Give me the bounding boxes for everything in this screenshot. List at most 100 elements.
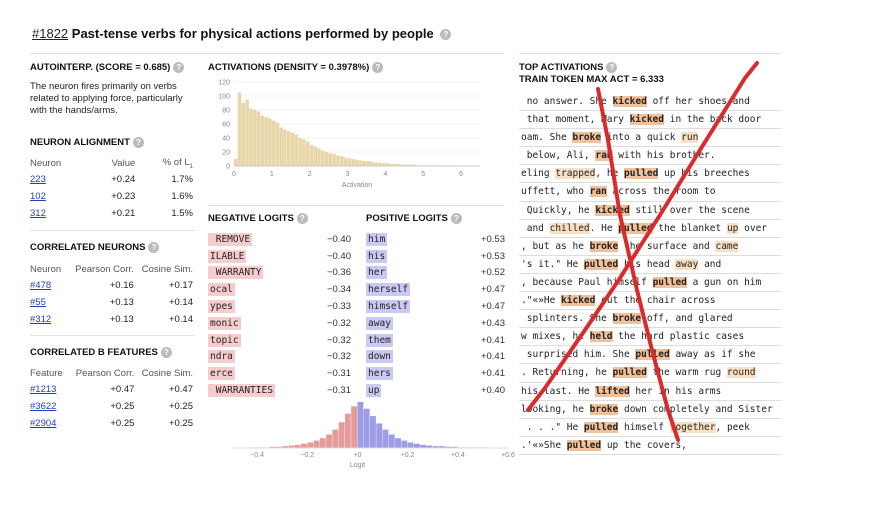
logit-row: his +0.53 [366,248,505,265]
help-icon[interactable]: ? [160,347,172,358]
logit-row: erce −0.31 [208,365,351,382]
highlighted-token: ran [589,186,607,198]
help-icon[interactable]: ? [372,62,384,73]
context-text: . Returning, he [521,367,613,379]
context-text: below, Ali, [521,150,596,162]
histogram-bar [275,446,282,448]
logit-row: ypes −0.33 [208,298,351,315]
logit-row: REMOVE −0.40 [208,231,351,248]
histogram-bar [366,161,370,166]
x-tick-label: 6 [459,171,463,178]
logit-value: +0.41 [480,368,505,380]
activation-example: , because Paul himself pulled a gun on h… [519,274,781,293]
feature-link[interactable]: #2904 [30,418,57,429]
correlated-b-table: Feature Pearson Corr. Cosine Sim. #1213 … [30,365,193,432]
logit-histogram: −0.4 −0.2 +0 +0.2 +0.4 +0.6 Logit [232,402,515,469]
correlated-neurons-heading: CORRELATED NEURONS? [30,242,160,253]
activation-example: surprised him. She pulled away as if she [519,346,781,365]
context-text: down completely and Sister [618,403,773,415]
highlighted-token: broke [612,313,642,325]
context-text: no answer. She [521,96,613,107]
context-text: , but as he [521,240,590,252]
logit-value: −0.40 [326,250,351,262]
x-tick-label: 0 [232,171,236,178]
table-row: #55 +0.13 +0.14 [30,294,193,311]
histogram-bar [362,161,367,166]
highlighted-token: held [589,331,613,343]
context-text: still over the scene [629,204,750,216]
col-header: Pearson Corr. [75,367,135,379]
help-icon[interactable]: ? [440,29,452,41]
highlighted-token: kicked [629,114,664,126]
context-text: and [698,258,722,270]
neuron-link[interactable]: 223 [30,174,46,185]
context-text: himself [618,421,670,433]
highlighted-token: round [726,367,756,379]
histogram-bar [432,446,439,448]
context-text: his head [618,258,676,270]
histogram-bar [282,446,289,448]
histogram-bar [344,413,351,448]
divider [30,335,195,336]
logit-token: monic [208,316,241,330]
histogram-bar [400,164,405,166]
histogram-bar [357,402,364,448]
neuron-link[interactable]: #55 [30,297,46,308]
activation-example: and chilled. He pulled the blanket up ov… [519,220,781,238]
context-text: the warm rug [646,367,727,379]
neuron-link[interactable]: 102 [30,191,46,202]
context-text: , peek [715,421,750,433]
context-text: surprised him. She [521,349,636,361]
histogram-bar [286,131,291,166]
highlighted-token: broke [589,240,619,252]
table-header-row: Neuron Value % of L1 [30,155,193,171]
x-tick-label: +0.2 [401,452,415,459]
feature-id-link[interactable]: #1822 [32,26,69,41]
pearson-cell: +0.25 [110,401,135,412]
logit-row: WARRANTY −0.36 [208,265,351,282]
help-icon[interactable]: ? [173,62,185,73]
logit-token: himself [366,300,411,314]
histogram-bar [374,162,378,166]
neuron-link[interactable]: #478 [30,280,52,291]
histogram-bar [363,408,370,448]
logit-value: +0.47 [480,284,505,296]
histogram-bar [388,434,395,448]
neuron-link[interactable]: 312 [30,208,46,219]
logit-value: +0.53 [480,250,505,262]
highlighted-token: together [669,421,716,433]
help-icon[interactable]: ? [132,137,144,148]
activation-example: w mixes, he held the hard plastic cases [519,328,781,347]
histogram-bar [260,115,264,166]
activations-histogram: 0 20 40 60 80 100 120 0 1 2 3 4 5 6 Activation [218,80,480,189]
help-icon[interactable]: ? [606,62,618,73]
histogram-bar [370,161,374,166]
logit-token: her [366,266,388,280]
logit-token: topic [208,333,241,347]
help-icon[interactable]: ? [148,242,160,253]
histogram-bar [301,443,307,448]
histogram-bar [408,164,412,166]
feature-link[interactable]: #1213 [30,384,57,395]
context-text: up his breeches [658,168,750,180]
activation-example: Quickly, he kicked still over the scene [519,202,781,220]
histogram-bar [338,422,345,448]
highlighted-token: broke [589,403,619,415]
cosine-cell: +0.47 [168,384,193,395]
context-text: in the back door [664,114,762,126]
y-tick-label: 20 [222,150,230,157]
help-icon[interactable]: ? [296,213,308,224]
feature-link[interactable]: #3622 [30,401,57,412]
activation-example: uffett, who ran across the room to [519,183,781,202]
activation-example: his last. He lifted her in his arms [519,383,781,401]
neuron-link[interactable]: #312 [30,314,52,325]
value-cell: +0.23 [111,191,136,202]
pct-cell: 1.7% [171,174,193,185]
logit-row: her +0.52 [366,265,505,282]
logit-value: +0.52 [480,267,505,279]
activation-example: looking, he broke down completely and Si… [519,401,781,419]
activation-example: ."«»He kicked out the chair across [519,292,781,311]
help-icon[interactable]: ? [450,213,462,224]
x-tick-label: +0.6 [501,452,515,459]
cosine-cell: +0.17 [168,280,193,291]
